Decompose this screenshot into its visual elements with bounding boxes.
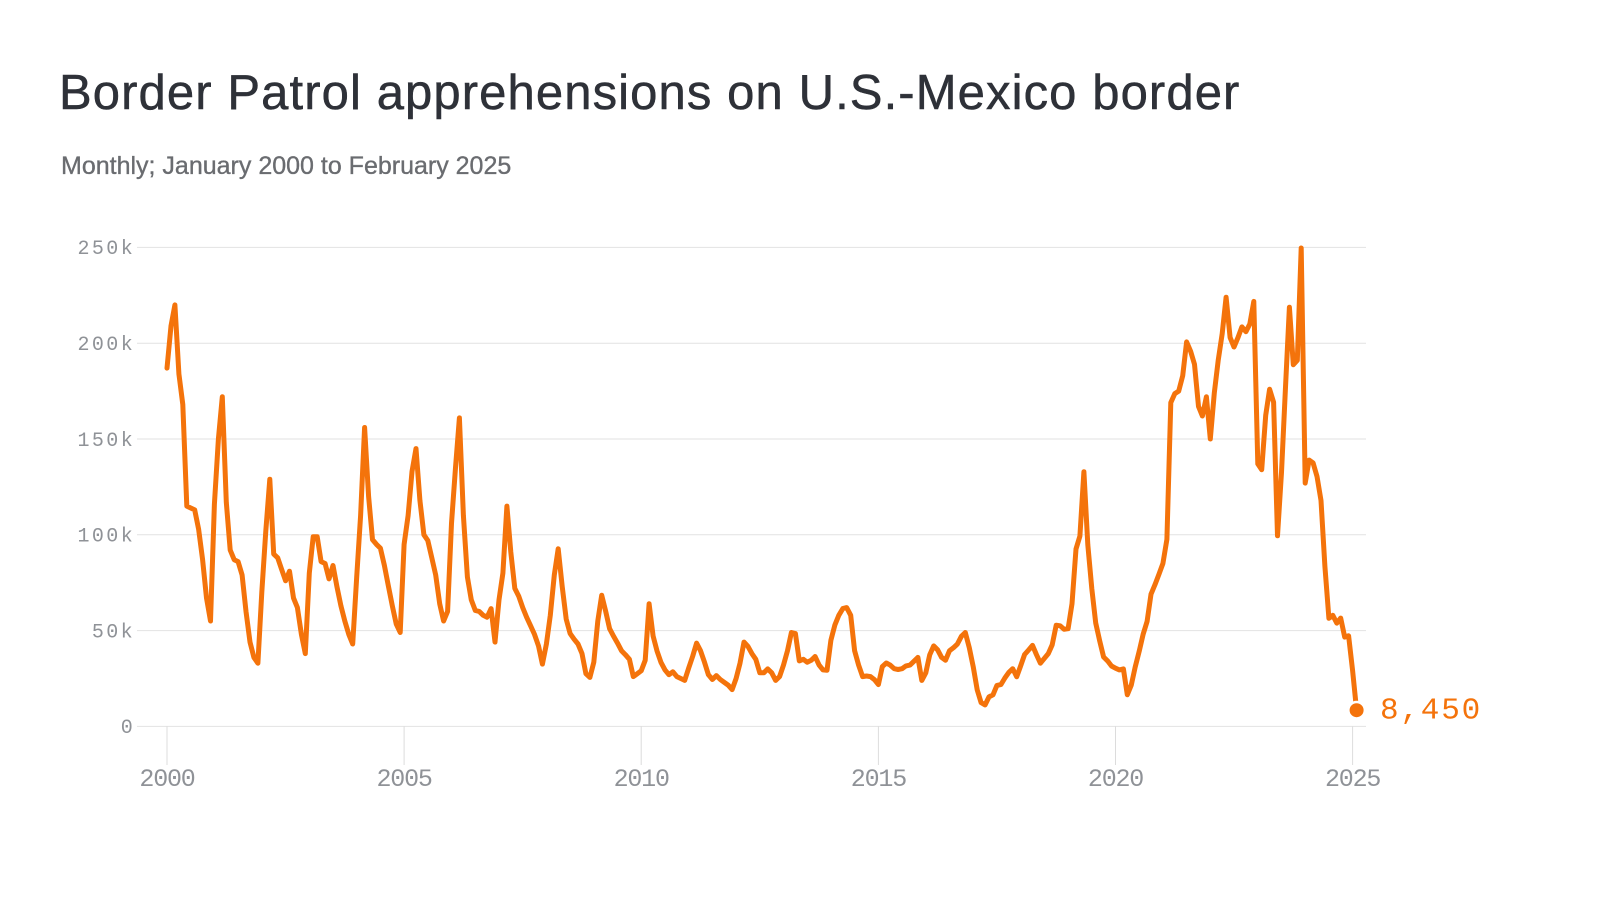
svg-text:2000: 2000 [139,765,194,794]
svg-text:0: 0 [121,717,135,740]
svg-text:150k: 150k [77,430,135,453]
svg-text:250k: 250k [77,238,135,261]
svg-text:100k: 100k [77,526,135,549]
svg-text:2005: 2005 [376,765,431,794]
svg-text:8,450: 8,450 [1380,694,1482,729]
svg-text:50k: 50k [92,621,135,644]
svg-text:2015: 2015 [851,765,906,794]
svg-text:2025: 2025 [1325,765,1380,794]
svg-text:2010: 2010 [614,765,669,794]
svg-text:2020: 2020 [1088,765,1143,794]
svg-text:200k: 200k [77,334,135,357]
